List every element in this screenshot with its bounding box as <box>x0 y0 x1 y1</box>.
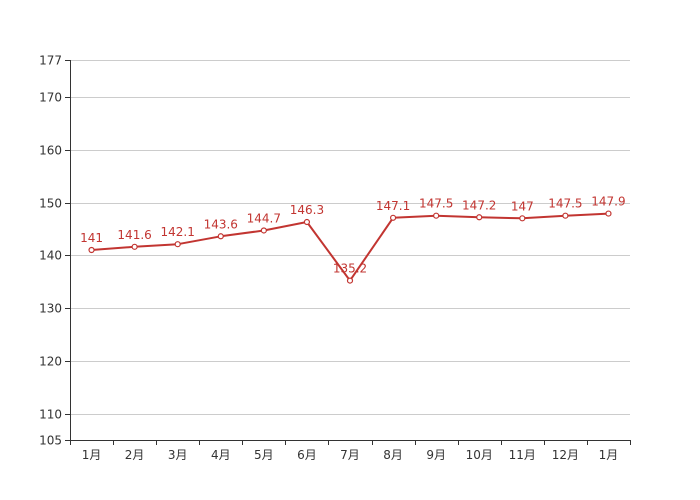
data-point <box>260 227 267 234</box>
y-tick-label: 177 <box>39 54 62 68</box>
y-tick-label: 170 <box>39 91 62 105</box>
x-tick-label: 1月 <box>82 448 102 462</box>
data-point <box>519 215 526 222</box>
grid-lines <box>70 60 630 415</box>
axes: 105 110 120 130 140 150 160 170 177 1月 2月 3月 4月 5月 6月 7… <box>39 54 631 462</box>
x-tick-label: 12月 <box>552 448 579 462</box>
x-tick-label: 10月 <box>466 448 493 462</box>
data-label: 141 <box>80 231 103 245</box>
data-label: 143.6 <box>204 217 238 231</box>
data-point <box>476 214 483 221</box>
data-point <box>88 246 95 254</box>
data-point <box>433 212 440 219</box>
data-label: 144.7 <box>247 211 281 225</box>
x-tick-label: 9月 <box>426 448 446 462</box>
series <box>88 210 612 284</box>
x-tick-label: 8月 <box>383 448 403 462</box>
y-tick-label: 160 <box>39 144 62 158</box>
data-point <box>217 233 224 240</box>
y-tick-label: 150 <box>39 197 62 211</box>
x-tick-label: 7月 <box>340 448 360 462</box>
y-tick-label: 110 <box>39 408 62 422</box>
data-label: 147.5 <box>419 197 453 211</box>
x-tick-label: 4月 <box>211 448 231 462</box>
data-labels: 141 141.6 142.1 143.6 144.7 146.3 135.2 147.1 14… <box>80 195 626 276</box>
data-point <box>131 243 138 250</box>
data-point <box>389 214 397 221</box>
y-tick-label: 130 <box>39 302 62 316</box>
data-label: 147.1 <box>376 199 410 213</box>
y-tick-label: 140 <box>39 249 62 263</box>
data-point <box>303 218 311 226</box>
y-tick-label: 120 <box>39 355 62 369</box>
data-point <box>174 241 181 248</box>
data-label: 147.2 <box>462 198 496 212</box>
data-label: 146.3 <box>290 203 324 217</box>
data-label: 141.6 <box>117 228 151 242</box>
data-label: 147 <box>511 199 534 213</box>
data-label: 135.2 <box>333 262 367 276</box>
x-tick-label: 1月 <box>599 448 619 462</box>
data-label: 142.1 <box>161 225 195 239</box>
data-label: 147.9 <box>591 195 625 209</box>
data-point <box>605 210 612 217</box>
x-tick-label: 11月 <box>509 448 536 462</box>
x-tick-label: 5月 <box>254 448 274 462</box>
x-tick-label: 3月 <box>168 448 188 462</box>
data-point <box>562 212 569 219</box>
data-point <box>346 277 354 284</box>
x-tick-label: 2月 <box>125 448 145 462</box>
data-label: 147.5 <box>548 197 582 211</box>
y-tick-label: 105 <box>39 434 62 448</box>
x-tick-label: 6月 <box>297 448 317 462</box>
